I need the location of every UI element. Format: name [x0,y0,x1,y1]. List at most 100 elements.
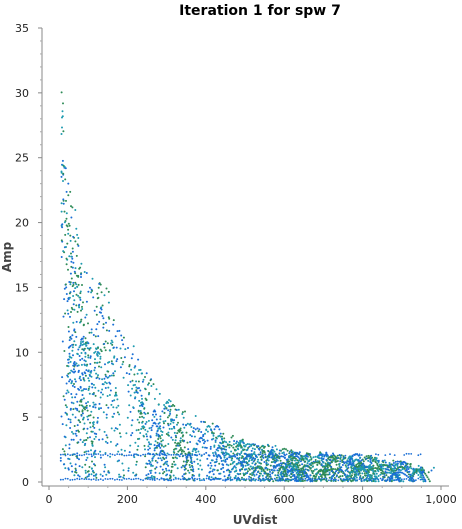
data-point [173,451,176,454]
data-point [224,460,227,463]
data-point [212,434,215,437]
data-point [259,467,262,470]
data-point [388,480,391,483]
data-point [60,415,63,418]
data-point [68,296,71,299]
data-point [315,475,317,478]
data-point [189,454,192,456]
data-point [201,439,204,442]
data-point [170,436,173,439]
data-point [410,467,413,470]
data-point [79,296,82,299]
data-point [71,413,74,416]
data-point [166,416,169,419]
data-point [280,455,283,458]
data-point [220,451,223,454]
data-point [227,474,230,477]
data-point [96,353,98,355]
data-point [85,404,88,407]
data-point [304,460,307,463]
data-point [151,459,154,462]
data-point [135,429,138,432]
data-point [81,441,84,444]
data-point [297,474,299,477]
data-point [368,475,371,478]
data-point [82,378,85,381]
data-point [113,399,116,402]
data-point [359,465,362,468]
data-point [169,475,172,478]
data-point [385,471,388,474]
data-point [145,372,148,375]
data-point [62,478,64,481]
data-point [67,312,70,315]
data-point [317,475,320,478]
data-point [199,440,201,443]
data-point [372,470,375,473]
data-point [378,464,381,466]
data-point [85,300,88,303]
data-point [415,479,417,481]
data-point [112,319,115,322]
data-point [212,477,215,480]
data-point [78,303,81,306]
data-point [109,455,112,458]
data-point [131,432,134,434]
data-point [79,266,82,269]
data-point [137,428,140,431]
data-point [89,371,92,374]
data-point [180,466,183,469]
data-point [170,471,173,474]
data-point [60,256,63,258]
data-point [358,467,360,470]
data-point [254,457,257,460]
data-point [268,468,271,471]
data-point [193,477,196,480]
data-point [76,424,79,427]
data-point [241,448,244,451]
data-point [62,250,65,253]
data-point [306,458,309,461]
data-point [170,454,173,456]
data-point [72,432,75,435]
data-point [94,449,97,452]
data-point [284,463,287,466]
data-point [84,374,87,377]
data-point [63,435,66,438]
data-point [306,479,309,481]
data-point [338,465,341,467]
data-point [116,453,119,455]
data-point [192,470,195,473]
data-point [77,387,80,390]
data-point [74,287,77,290]
data-point [74,478,76,481]
data-point [71,343,74,346]
data-point [145,433,148,436]
data-point [342,458,345,461]
data-point [81,357,84,360]
data-point [168,427,171,430]
data-point [167,409,170,412]
data-point [72,303,75,306]
data-point [84,355,87,358]
data-point [224,458,227,461]
data-point [61,223,64,226]
data-point [65,190,68,193]
data-point [328,479,330,482]
data-point [76,441,79,444]
data-point [267,455,270,457]
data-point [81,348,84,351]
data-point [238,459,241,462]
data-point [84,364,86,367]
data-point [239,468,241,471]
data-point [288,478,290,481]
data-point [73,308,76,311]
data-point [157,435,160,438]
data-point [209,467,212,470]
data-point [339,477,342,480]
data-point [79,379,82,382]
data-point [304,468,307,471]
data-point [107,406,110,409]
data-point [354,466,357,469]
data-point [170,465,173,468]
